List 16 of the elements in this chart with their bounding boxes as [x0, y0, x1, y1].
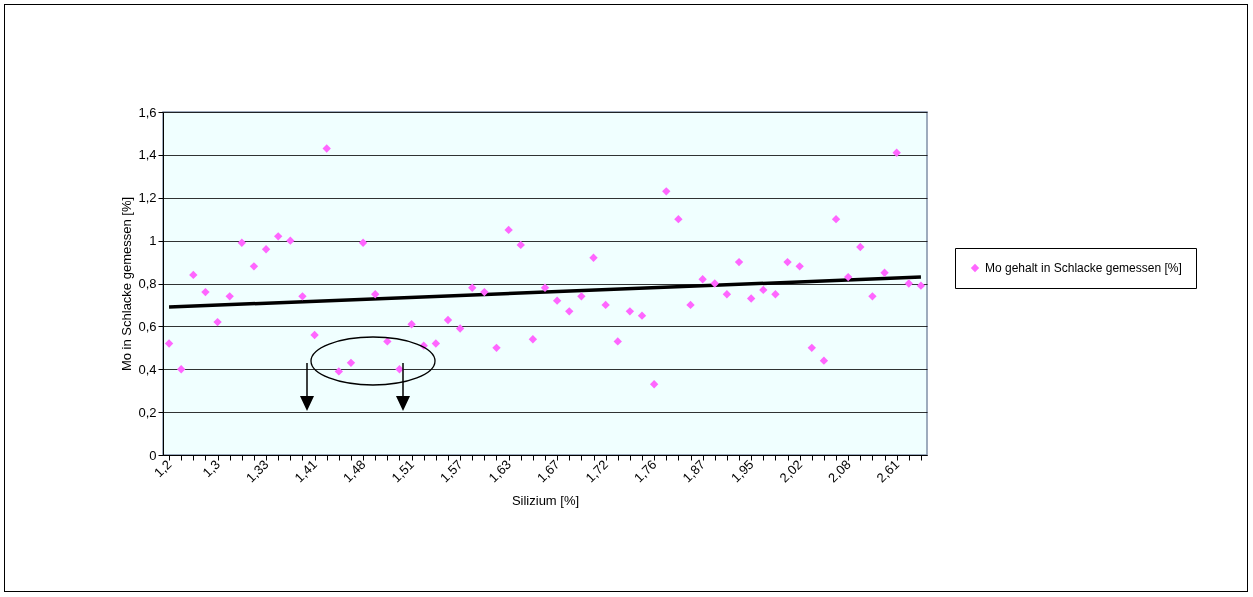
x-tick-label: 2,61	[873, 456, 903, 486]
x-tick-label: 1,51	[388, 456, 418, 486]
y-tick-label: 0,6	[138, 318, 157, 334]
y-tick-label: 1,6	[138, 104, 157, 120]
y-tick-label: 0,8	[138, 276, 157, 291]
y-tick-label: 0,4	[138, 361, 157, 377]
x-tick-label: 1,41	[291, 456, 321, 486]
y-axis-title: Mo in Schlacke gemessen [%]	[119, 196, 135, 372]
x-tick-label: 1,3	[199, 456, 224, 481]
legend-label: Mo gehalt in Schlacke gemessen [%]	[985, 261, 1182, 275]
y-tick-label: 1,2	[138, 190, 157, 206]
y-tick-label: 1	[149, 233, 157, 249]
y-tick-label: 0,2	[138, 404, 157, 420]
x-axis-title: Silizium [%]	[511, 493, 580, 509]
y-tick-label: 0	[149, 447, 157, 463]
y-tick-label: 1,4	[138, 147, 157, 163]
